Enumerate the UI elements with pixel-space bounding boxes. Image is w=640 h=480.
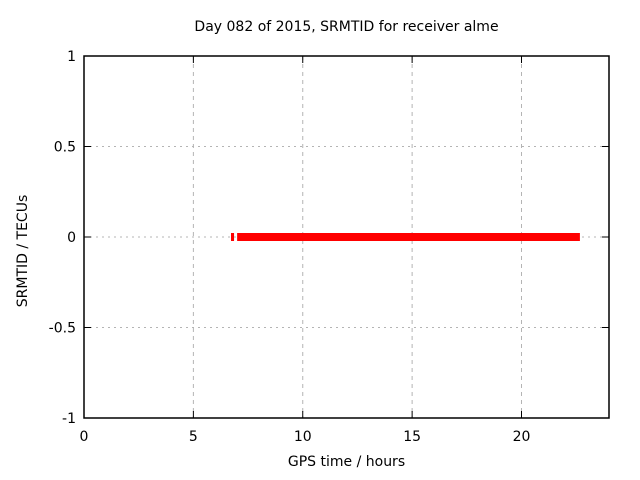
chart-title: Day 082 of 2015, SRMTID for receiver alm… <box>194 19 499 35</box>
x-tick-label: 5 <box>189 429 198 445</box>
x-axis-label: GPS time / hours <box>287 454 406 470</box>
x-tick-label: 20 <box>513 429 531 445</box>
y-tick-label: 0 <box>67 230 76 246</box>
x-tick-label: 10 <box>294 429 312 445</box>
x-tick-label: 15 <box>403 429 421 445</box>
y-tick-label: 1 <box>67 49 76 65</box>
y-axis-label: SRMTID / TECUs <box>15 194 31 308</box>
y-tick-label: 0.5 <box>54 140 76 156</box>
y-tick-label: -0.5 <box>49 321 76 337</box>
y-tick-label: -1 <box>62 411 76 427</box>
plot-border <box>83 55 610 419</box>
x-tick-label: 0 <box>80 429 89 445</box>
